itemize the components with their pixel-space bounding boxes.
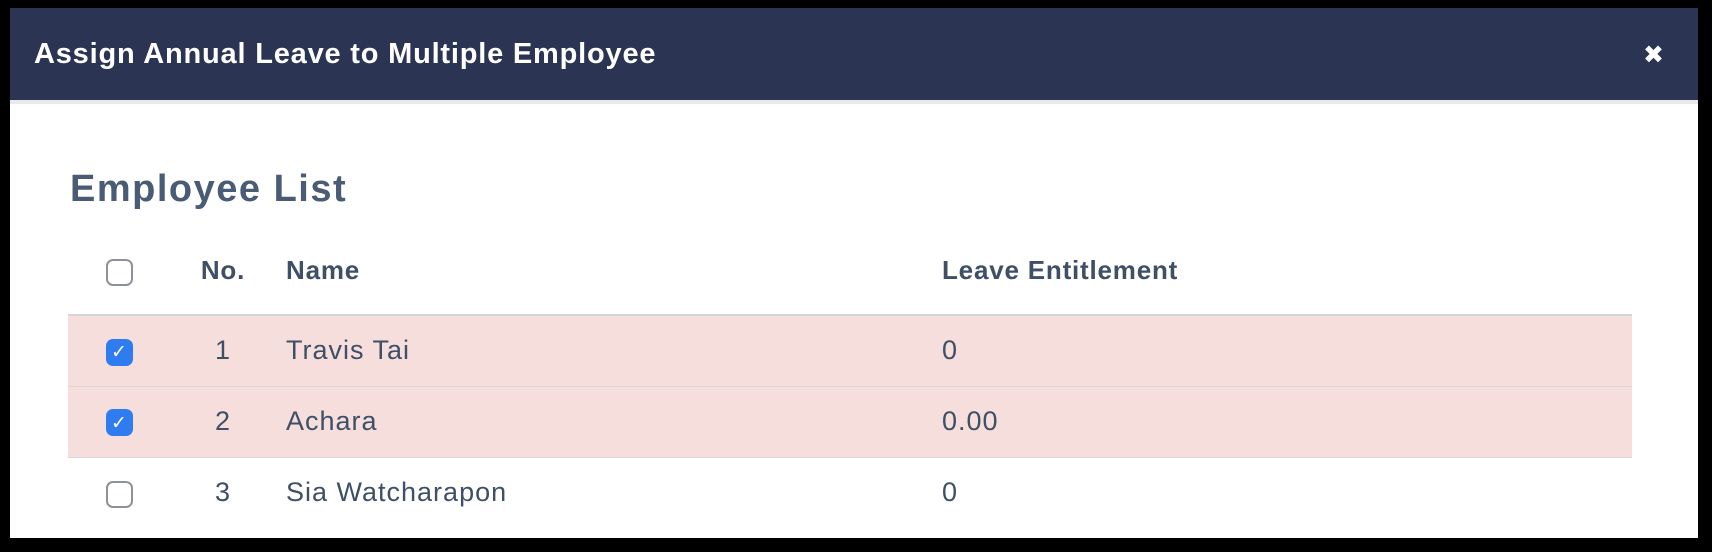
row-checkbox[interactable] (106, 480, 133, 508)
table-row[interactable]: ✓ 1 Travis Tai 0 (68, 315, 1632, 386)
row-name: Sia Watcharapon (286, 477, 508, 508)
table-row[interactable]: 3 Sia Watcharapon 0 (68, 457, 1632, 528)
modal-body: Employee List No. Name Leave Entitlement (10, 100, 1698, 538)
row-leave-entitlement: 0.00 (942, 406, 999, 436)
table-header-row: No. Name Leave Entitlement (68, 227, 1632, 315)
row-checkbox[interactable]: ✓ (106, 409, 133, 437)
row-no: 3 (214, 477, 232, 508)
assign-leave-modal: Assign Annual Leave to Multiple Employee… (10, 8, 1698, 538)
employee-table-body: ✓ 1 Travis Tai 0 ✓ 2 Achara 0.00 3 Sia W… (68, 315, 1632, 528)
modal-header: Assign Annual Leave to Multiple Employee… (10, 8, 1698, 100)
row-no: 2 (214, 406, 232, 436)
employee-table: No. Name Leave Entitlement ✓ 1 Travis Ta… (68, 227, 1632, 528)
select-all-checkbox[interactable] (106, 258, 133, 286)
column-header-leave-entitlement: Leave Entitlement (942, 255, 1179, 285)
column-header-name: Name (286, 255, 361, 285)
employee-list-heading: Employee List (70, 168, 348, 210)
column-header-no: No. (200, 255, 246, 285)
modal-title: Assign Annual Leave to Multiple Employee (34, 37, 657, 70)
close-icon: ✖ (1643, 39, 1664, 69)
close-button[interactable]: ✖ (1639, 38, 1668, 71)
row-name: Achara (286, 406, 378, 436)
row-no: 1 (214, 335, 232, 366)
row-name: Travis Tai (286, 335, 411, 366)
row-checkbox[interactable]: ✓ (106, 338, 133, 366)
table-row[interactable]: ✓ 2 Achara 0.00 (68, 386, 1632, 457)
row-leave-entitlement: 0 (942, 335, 959, 366)
row-leave-entitlement: 0 (942, 477, 959, 508)
